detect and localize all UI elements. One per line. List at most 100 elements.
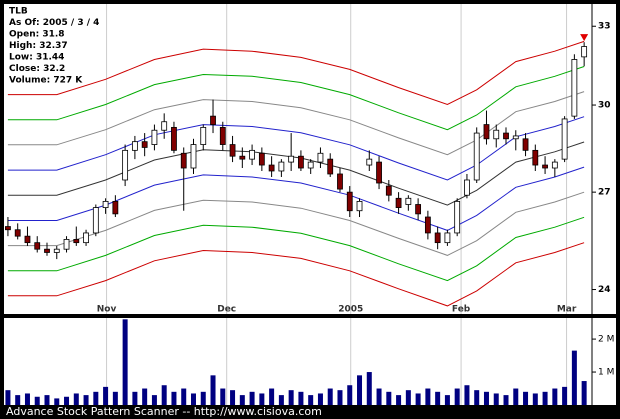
volume-bar (181, 388, 187, 405)
x-tick-label: Nov (97, 305, 117, 315)
info-text: Volume: 727 K (9, 76, 83, 86)
candle-body (493, 129, 500, 140)
candle-body (249, 149, 255, 160)
volume-bar (347, 385, 353, 405)
candle-body (532, 149, 539, 166)
volume-bar (425, 388, 431, 405)
band-line (7, 40, 585, 106)
candle-body (102, 200, 109, 209)
volume-bar (532, 393, 538, 405)
volume-bar (337, 390, 343, 405)
volume-bar (122, 319, 128, 405)
info-text: TLB (9, 7, 28, 17)
candle-body (171, 126, 177, 151)
x-tick-label: 2005 (338, 305, 363, 315)
volume-bar (571, 350, 577, 405)
candle-body (473, 132, 480, 181)
band-line (7, 242, 585, 307)
y-tick-label: 2 M (598, 335, 614, 345)
volume-bar (34, 396, 40, 405)
volume-bar (93, 391, 99, 405)
volume-bar (454, 388, 460, 405)
candle-body (376, 161, 382, 184)
volume-bar (396, 395, 402, 405)
candle-body (522, 138, 529, 151)
candle-body (34, 242, 41, 250)
volume-bar (444, 395, 450, 405)
candle-body (190, 144, 197, 169)
volume-bar (298, 391, 304, 405)
volume-bar (405, 390, 411, 405)
volume-bar (366, 372, 372, 405)
volume-bar (552, 388, 558, 405)
volume-bar (54, 398, 60, 405)
candle-body (141, 141, 148, 148)
info-text: Low: 31.44 (9, 53, 64, 63)
y-tick-label: 33 (598, 22, 611, 32)
band-line (7, 141, 585, 206)
band-line (7, 216, 585, 282)
volume-bar (288, 390, 294, 405)
volume-bar (64, 396, 70, 405)
candle-body (210, 115, 216, 125)
candle-body (424, 216, 431, 234)
footer: Advance Stock Pattern Scanner -- http://… (6, 405, 322, 418)
volume-bar (24, 393, 30, 405)
volume-bar (132, 391, 138, 405)
candle-body (434, 232, 441, 244)
x-tick-label: Feb (452, 305, 471, 315)
band-line (7, 91, 585, 156)
volume-bar (73, 393, 79, 405)
volume-bar (103, 386, 109, 405)
candle-body (258, 152, 265, 166)
band-line (7, 66, 585, 131)
candle-body (298, 155, 304, 169)
y-tick-label: 24 (598, 285, 611, 295)
current-marker (580, 34, 589, 42)
candle-body (83, 232, 89, 244)
candle-body (561, 118, 568, 160)
volume-bar (327, 388, 333, 405)
info-text: High: 32.37 (9, 41, 68, 51)
candle-body (405, 197, 412, 205)
candle-body (581, 46, 588, 58)
volume-bar (151, 395, 157, 405)
volume-bar (269, 388, 275, 405)
candle-body (356, 200, 363, 212)
volume-bar (44, 395, 50, 405)
candle-body (73, 239, 80, 244)
info-text: Close: 32.2 (9, 64, 65, 74)
volume-bar (210, 375, 216, 405)
volume-bar (190, 393, 196, 405)
volume-bar (483, 391, 489, 405)
candle-body (571, 59, 578, 117)
candle-body (483, 124, 490, 140)
volume-bar (464, 385, 470, 405)
volume-bar (83, 395, 89, 405)
x-tick-label: Dec (217, 305, 236, 315)
candle-body (366, 158, 373, 166)
candle-body (454, 200, 461, 234)
info-text: As Of: 2005 / 3 / 4 (9, 18, 99, 28)
candle-body (327, 158, 334, 175)
candle-body (346, 191, 353, 212)
candle-body (24, 235, 31, 244)
volume-bar (474, 390, 480, 405)
volume-bar (386, 391, 392, 405)
volume-bar (581, 381, 587, 405)
volume-bar (523, 391, 529, 405)
candle-body (503, 132, 509, 140)
candle-body (200, 126, 207, 145)
candle-body (53, 248, 60, 253)
volume-bar (239, 395, 245, 405)
candle-body (14, 229, 21, 237)
candle-body (239, 155, 246, 160)
volume-bar (357, 375, 363, 405)
candle-body (122, 149, 129, 181)
volume-bar (415, 393, 421, 405)
candle-body (161, 121, 168, 131)
volume-bar (435, 391, 441, 405)
volume-bar (278, 395, 284, 405)
candle-body (317, 152, 324, 163)
